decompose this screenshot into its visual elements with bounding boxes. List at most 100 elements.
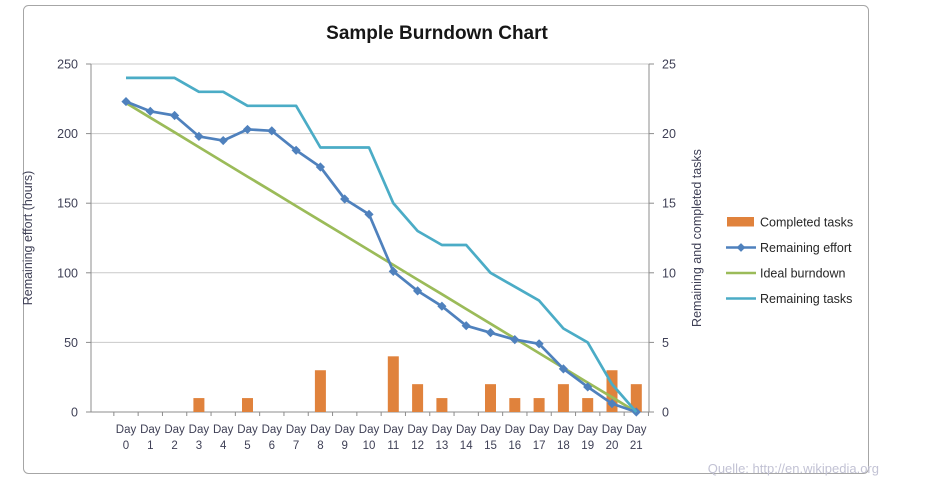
x-axis-tick-label: Day [553,424,574,436]
remaining-effort-marker [145,106,155,116]
completed-tasks-bar [533,398,545,412]
remaining-effort-marker [607,399,617,409]
remaining-effort-marker [485,328,496,338]
x-axis-tick-label: 9 [341,440,347,452]
x-axis-tick-label: Day [480,424,501,436]
x-axis-tick-label: Day [213,424,234,436]
left-axis-tick-label: 250 [57,58,78,72]
x-axis-tick-label: 19 [581,440,594,452]
remaining-effort-marker [413,286,423,296]
left-axis-tick-label: 100 [57,266,78,280]
x-axis-tick-label: 10 [363,440,376,452]
x-axis-tick-label: 16 [508,440,521,452]
right-axis-tick-label: 15 [662,197,676,211]
x-axis-tick-label: Day [407,424,428,436]
legend-label-ideal-burndown: Ideal burndown [760,267,846,281]
axes [86,63,654,416]
completed-tasks-bar [242,398,253,412]
chart-title: Sample Burndown Chart [326,23,548,44]
x-axis-tick-label: 3 [196,440,202,452]
completed-tasks-bar [485,384,496,412]
remaining-effort-marker [558,364,568,374]
right-axis-tick-label: 20 [662,127,676,141]
completed-tasks-bars [193,356,642,412]
x-axis-tick-label: 6 [269,440,275,452]
x-axis-tick-label: 18 [557,440,570,452]
remaining-effort-marker [510,335,520,345]
x-axis-tick-label: 5 [244,440,250,452]
left-axis-tick-label: 50 [64,336,78,350]
x-axis-tick-label: Day [286,424,307,436]
left-axis-tick-label: 150 [57,197,78,211]
legend-swatch-completed-tasks [727,217,754,227]
remaining-effort-marker [534,339,544,349]
completed-tasks-bar [557,384,569,412]
tick-labels: 0 50 100 150 200 250 0 5 10 15 20 25 Day 0 Day 1 Day 2 Day… [57,58,676,453]
completed-tasks-bar [582,398,594,412]
x-axis-tick-label: Day [140,424,161,436]
right-axis-tick-label: 5 [662,336,669,350]
x-axis-tick-label: 2 [171,440,177,452]
x-axis-tick-label: 15 [484,440,497,452]
legend: Completed tasks Remaining effort Ideal bur… [726,216,853,306]
remaining-effort-marker [242,124,253,135]
x-axis-tick-label: Day [383,424,404,436]
legend-item-completed-tasks: Completed tasks [727,216,853,230]
x-axis-tick-label: 21 [630,440,643,452]
legend-item-remaining-tasks: Remaining tasks [726,292,852,306]
x-axis-tick-label: Day [116,424,137,436]
x-axis-tick-label: 7 [293,440,299,452]
x-axis-tick-label: 0 [123,440,129,452]
completed-tasks-bar [509,398,521,412]
x-axis-tick-label: Day [456,424,477,436]
remaining-effort-marker [170,110,180,121]
left-axis-tick-label: 200 [57,127,78,141]
remaining-effort-marker [291,145,301,155]
remaining-tasks-line [126,76,638,413]
remaining-effort-marker [437,301,447,311]
source-credit: Quelle: http://en.wikipedia.org [708,461,879,476]
x-axis-tick-label: 14 [460,440,473,452]
chart-frame [23,5,869,474]
x-axis-tick-label: Day [189,424,210,436]
completed-tasks-bar [314,370,326,412]
x-axis-tick-label: Day [626,424,647,436]
remaining-effort-marker [194,131,204,141]
x-axis-tick-label: Day [432,424,453,436]
legend-label-remaining-effort: Remaining effort [760,241,852,255]
x-axis-tick-label: Day [577,424,598,436]
remaining-effort-marker [461,321,471,331]
series-lines [121,76,641,417]
x-axis-tick-label: Day [505,424,526,436]
legend-item-remaining-effort: Remaining effort [726,241,852,255]
x-axis-tick-label: Day [262,424,283,436]
x-axis-tick-label: 13 [436,440,449,452]
remaining-effort-marker [121,96,131,107]
x-axis-tick-label: Day [164,424,185,436]
x-axis-tick-label: 8 [317,440,323,452]
legend-label-completed-tasks: Completed tasks [760,216,853,230]
x-axis-tick-label: Day [334,424,355,436]
x-axis-tick-label: 1 [147,440,153,452]
remaining-effort-marker [218,135,228,146]
x-axis-tick-label: Day [529,424,550,436]
right-axis-title: Remaining and completed tasks [690,149,704,327]
x-axis-tick-label: Day [310,424,331,436]
remaining-effort-marker [364,209,374,219]
completed-tasks-bar [630,384,642,412]
completed-tasks-bar [436,398,448,412]
x-axis-tick-label: 12 [411,440,424,452]
right-axis-tick-label: 0 [662,406,669,420]
remaining-effort-line [125,100,637,414]
left-axis-title: Remaining effort (hours) [21,171,35,306]
legend-marker-remaining-effort [736,243,746,252]
remaining-effort-marker [315,162,325,172]
completed-tasks-bar [606,370,618,412]
x-axis-tick-label: Day [237,424,258,436]
x-axis-tick-label: 20 [606,440,619,452]
right-axis-tick-label: 25 [662,58,676,72]
remaining-effort-marker [267,126,277,136]
x-axis-tick-label: 17 [533,440,546,452]
